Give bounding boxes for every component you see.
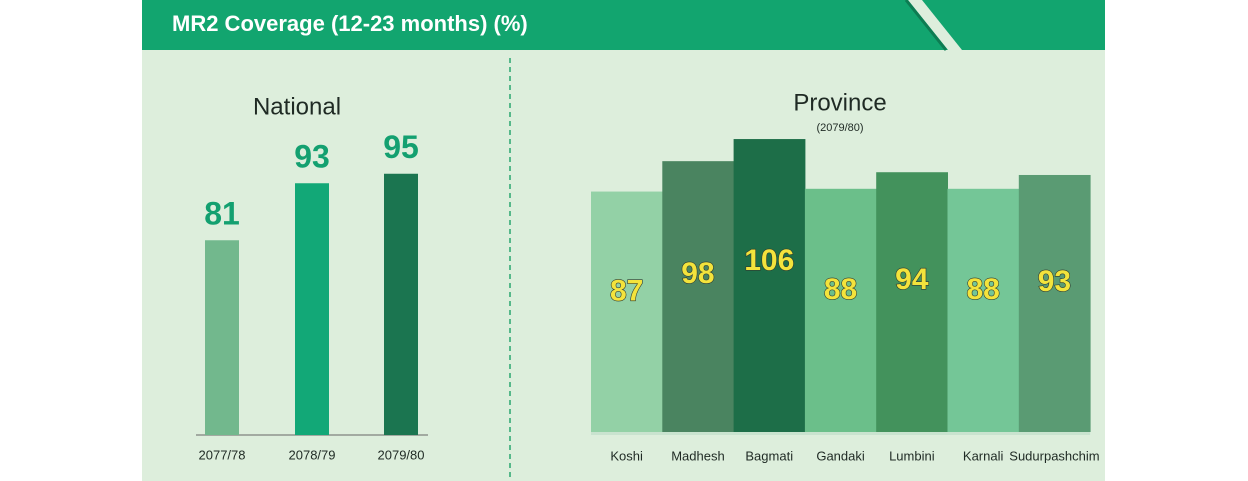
x-tick-label: 2079/80 [378,447,425,462]
value-label: 88 [966,273,999,306]
x-tick-label: Gandaki [816,448,865,463]
bar [384,173,418,435]
x-tick-label: Karnali [963,448,1004,463]
header-accent [904,0,948,51]
column [804,188,877,432]
floor [591,432,1091,435]
value-label: 106 [744,244,794,277]
chart-title: Province [793,89,886,116]
column [591,191,663,432]
header-band [142,0,948,50]
header-band-right [922,0,1105,50]
bar [205,240,239,435]
x-tick-label: Madhesh [671,448,724,463]
x-tick-label: 2077/78 [199,447,246,462]
value-label: 88 [824,273,857,306]
column [733,139,806,432]
value-label: 94 [895,263,929,296]
value-label: 87 [610,274,643,307]
value-label: 95 [383,129,419,165]
chart-subtitle: (2079/80) [816,122,863,134]
x-tick-label: 2078/79 [289,447,336,462]
value-label: 93 [294,139,330,175]
x-tick-label: Sudurpashchim [1009,448,1099,463]
column [662,161,735,432]
column [876,172,948,432]
value-label: 93 [1038,265,1071,298]
x-tick-label: Koshi [610,448,643,463]
chart-title: National [253,93,341,120]
column [1018,174,1091,432]
column [947,188,1020,432]
bar [295,183,329,435]
value-label: 98 [681,257,714,290]
header-title: MR2 Coverage (12-23 months) (%) [172,11,528,36]
x-tick-label: Lumbini [889,448,935,463]
x-tick-label: Bagmati [745,448,793,463]
value-label: 81 [204,196,240,232]
